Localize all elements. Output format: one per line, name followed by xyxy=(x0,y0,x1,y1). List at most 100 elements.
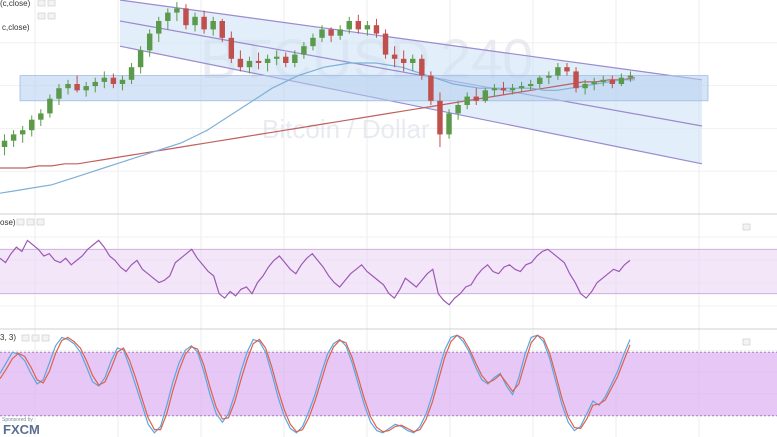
candle-body xyxy=(192,16,198,26)
rsi-indicator-label: ose) xyxy=(0,218,16,227)
candle-body xyxy=(364,25,371,30)
close-icon[interactable] xyxy=(47,0,56,7)
sponsor-text: Sponsored by xyxy=(2,417,33,423)
candle-body xyxy=(319,29,325,38)
rsi-panel-controls-right[interactable] xyxy=(742,223,751,346)
candle-body xyxy=(56,88,62,99)
candle-body xyxy=(328,29,334,36)
settings-icon[interactable] xyxy=(16,218,25,226)
candle-body xyxy=(337,29,343,36)
close-icon[interactable] xyxy=(47,12,56,20)
settings-icon[interactable] xyxy=(742,338,751,346)
candle-body xyxy=(609,79,616,84)
candle-body xyxy=(555,67,561,76)
settings-icon[interactable] xyxy=(742,223,751,231)
maximize-icon[interactable] xyxy=(36,218,45,226)
settings-icon[interactable] xyxy=(21,334,30,342)
candle-body xyxy=(1,140,8,147)
candle-body xyxy=(373,25,380,34)
candle-body xyxy=(101,77,108,82)
candle-body xyxy=(29,119,35,131)
price-indicator-label-2: c,close) xyxy=(2,23,30,32)
candle-body xyxy=(156,21,162,34)
settings-icon[interactable] xyxy=(37,12,46,20)
candle-body xyxy=(482,90,489,101)
candle-body xyxy=(174,8,180,13)
rsi-line xyxy=(0,239,631,306)
channel-middle-line xyxy=(119,20,703,127)
candle-body xyxy=(264,58,271,63)
candle-body xyxy=(582,84,588,89)
candle-body xyxy=(273,56,280,59)
support-zone xyxy=(19,75,709,102)
stoch-indicator-label: 3, 3) xyxy=(0,333,16,342)
stoch-panel-controls[interactable] xyxy=(21,334,50,342)
price-panel-controls[interactable] xyxy=(37,0,56,20)
moving-average-slow xyxy=(0,77,636,169)
candle-body xyxy=(355,21,362,30)
candle-body xyxy=(391,54,398,59)
candle-body xyxy=(219,21,225,38)
candle-body xyxy=(546,75,552,78)
candle-body xyxy=(527,84,534,87)
price-panel xyxy=(0,0,709,194)
candle-body xyxy=(246,60,253,68)
candle-body xyxy=(473,96,479,101)
candle-body xyxy=(464,96,470,105)
candle-body xyxy=(38,113,44,120)
candle-body xyxy=(419,58,425,76)
rsi-panel-controls[interactable] xyxy=(16,218,45,226)
candle-body xyxy=(119,79,126,84)
candle-body xyxy=(500,88,507,91)
stoch-d-line xyxy=(0,334,631,433)
close-icon[interactable] xyxy=(26,218,35,226)
stoch-band xyxy=(0,352,777,416)
candle-body xyxy=(255,60,262,63)
candle-body xyxy=(74,84,80,91)
candle-body xyxy=(509,88,516,91)
candle-body xyxy=(183,8,189,26)
candle-body xyxy=(428,75,434,101)
candle-body xyxy=(47,98,53,114)
candle-body xyxy=(310,37,316,47)
watermark-name: Bitcoin / Dollar xyxy=(262,114,430,144)
candle-body xyxy=(618,77,625,84)
candle-body xyxy=(346,21,352,30)
stoch-k-line xyxy=(0,334,631,434)
fxcm-logo: FXCM xyxy=(3,422,40,437)
candle-body xyxy=(410,58,416,63)
price-indicator-label: (c,close) xyxy=(0,0,31,8)
candle-body xyxy=(400,58,407,63)
rsi-panel xyxy=(0,239,777,306)
moving-average-fast xyxy=(0,62,635,194)
candle-body xyxy=(237,58,244,68)
candle-body xyxy=(128,67,135,80)
candle-body xyxy=(518,86,525,89)
candle-body xyxy=(83,86,89,91)
candle-body xyxy=(382,33,389,55)
close-icon[interactable] xyxy=(31,334,40,342)
maximize-icon[interactable] xyxy=(41,334,50,342)
channel-lower-line xyxy=(119,45,703,165)
candle-body xyxy=(573,71,579,89)
candle-body xyxy=(92,81,98,87)
candle-body xyxy=(491,88,498,91)
candle-body xyxy=(446,113,452,135)
candle-body xyxy=(228,37,235,59)
candle-body xyxy=(591,81,597,84)
candle-body xyxy=(292,54,298,63)
candle-body xyxy=(600,79,606,82)
candle-body xyxy=(437,100,443,135)
candle-body xyxy=(210,21,216,30)
candle-body xyxy=(283,56,289,63)
candle-body xyxy=(19,130,26,135)
settings-icon[interactable] xyxy=(37,0,46,7)
candle-body xyxy=(110,77,117,84)
candle-body xyxy=(137,50,144,68)
candle-body xyxy=(65,84,71,89)
candle-body xyxy=(165,12,171,21)
candle-body xyxy=(201,16,207,30)
candle-body xyxy=(301,46,307,55)
